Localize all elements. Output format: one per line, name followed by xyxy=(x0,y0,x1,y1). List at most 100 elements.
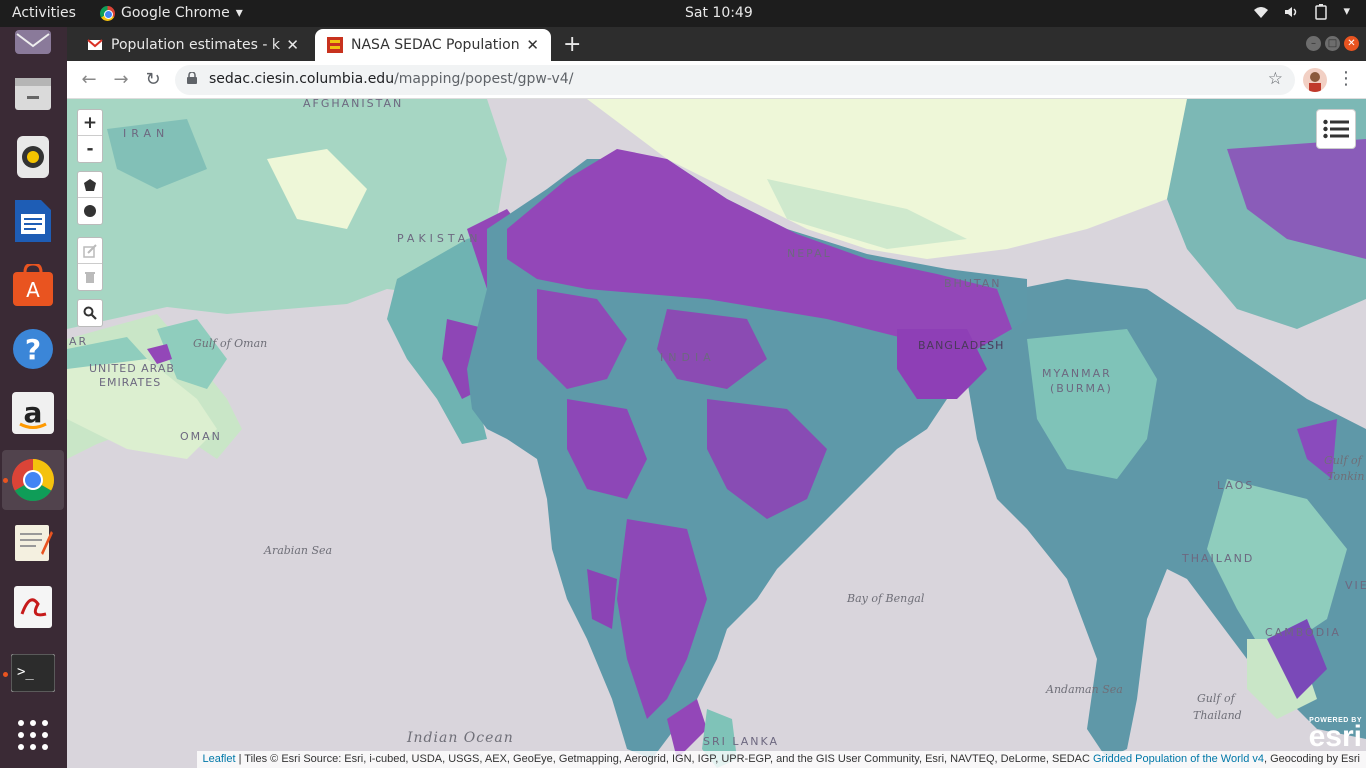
chrome-window: Population estimates - ka ✕ NASA SEDAC P… xyxy=(67,27,1366,768)
svg-text:>_: >_ xyxy=(17,664,34,680)
country-label-iran: IRAN xyxy=(123,127,170,140)
dock-document-viewer-icon[interactable] xyxy=(11,585,55,629)
map-tiles xyxy=(67,99,1366,768)
dock-software-icon[interactable]: A xyxy=(11,263,55,307)
attribution-tiles-text: | Tiles © Esri Source: Esri, i-cubed, US… xyxy=(235,753,1093,765)
app-menu[interactable]: Google Chrome ▾ xyxy=(100,5,243,21)
dock-chrome-icon[interactable] xyxy=(11,458,55,502)
clock[interactable]: Sat 10:49 xyxy=(685,5,753,21)
delete-layers-icon[interactable] xyxy=(78,264,102,290)
edit-toolbar xyxy=(77,237,103,291)
country-label-qatar: AR xyxy=(69,335,89,348)
sea-label-andaman-sea: Andaman Sea xyxy=(1046,683,1123,696)
esri-logo: POWERED BY esri xyxy=(1308,717,1362,753)
new-tab-button[interactable]: + xyxy=(563,32,582,57)
profile-avatar[interactable] xyxy=(1303,68,1327,92)
country-label-uae-1: UNITED ARAB xyxy=(89,362,175,375)
gmail-icon xyxy=(87,39,103,50)
dock-files-icon[interactable] xyxy=(11,72,55,116)
gpw-link[interactable]: Gridded Population of the World v4 xyxy=(1092,753,1264,765)
country-label-bhutan: BHUTAN xyxy=(944,277,1002,290)
back-button[interactable]: ← xyxy=(81,69,97,90)
country-label-bangladesh: BANGLADESH xyxy=(918,339,1005,352)
country-label-laos: LAOS xyxy=(1217,479,1255,492)
maximize-button[interactable]: □ xyxy=(1325,36,1340,51)
activities-button[interactable]: Activities xyxy=(12,5,76,21)
dock-mail-icon[interactable] xyxy=(11,23,55,67)
reload-button[interactable]: ↻ xyxy=(145,69,161,90)
country-label-thailand: THAILAND xyxy=(1182,552,1255,565)
dock-writer-icon[interactable] xyxy=(11,199,55,243)
country-label-pakistan: PAKISTAN xyxy=(397,232,482,245)
sea-label-gulf-of-oman: Gulf of Oman xyxy=(193,337,268,350)
dock-amazon-icon[interactable]: a xyxy=(11,391,55,435)
country-label-burma: (BURMA) xyxy=(1050,382,1113,395)
country-label-oman: OMAN xyxy=(180,430,222,443)
chevron-down-icon: ▾ xyxy=(235,5,243,21)
svg-text:a: a xyxy=(24,396,43,429)
sedac-favicon-icon xyxy=(327,37,343,53)
country-label-nepal: NEPAL xyxy=(787,247,832,260)
dock-running-indicator-terminal xyxy=(3,672,8,677)
bookmark-star-icon[interactable]: ☆ xyxy=(1267,69,1283,89)
tab-close-icon[interactable]: ✕ xyxy=(526,36,539,54)
leaflet-link[interactable]: Leaflet xyxy=(202,753,236,765)
dock-gedit-icon[interactable] xyxy=(11,521,55,565)
svg-text:A: A xyxy=(26,278,40,302)
draw-circle-icon[interactable] xyxy=(78,198,102,224)
zoom-out-button[interactable]: - xyxy=(86,139,94,159)
minimize-button[interactable]: – xyxy=(1306,36,1321,51)
sea-label-indian-ocean: Indian Ocean xyxy=(407,730,514,746)
search-control xyxy=(77,299,103,327)
country-label-uae-2: EMIRATES xyxy=(99,376,162,389)
ubuntu-dock: A ? a >_ xyxy=(0,27,67,768)
wifi-icon xyxy=(1254,7,1269,18)
sea-label-gulf-of-tonkin-2: Tonkin xyxy=(1327,470,1365,483)
country-label-vietnam: VIET xyxy=(1345,579,1366,592)
country-label-afghanistan: AFGHANISTAN xyxy=(303,99,404,110)
power-menu-chevron-icon: ▾ xyxy=(1343,4,1350,19)
zoom-in-button[interactable]: + xyxy=(78,110,102,136)
sea-label-bay-of-bengal: Bay of Bengal xyxy=(847,592,925,605)
map-attribution: Leaflet | Tiles © Esri Source: Esri, i-c… xyxy=(196,751,1366,768)
edit-layers-icon[interactable] xyxy=(78,238,102,264)
url-path: /mapping/popest/gpw-v4/ xyxy=(394,71,574,87)
chrome-menu-icon[interactable]: ⋮ xyxy=(1337,68,1355,89)
tab-population-estimates[interactable]: Population estimates - ka ✕ xyxy=(75,29,311,61)
layers-list-button[interactable] xyxy=(1316,109,1356,149)
forward-button[interactable]: → xyxy=(113,69,129,90)
tab-nasa-sedac[interactable]: NASA SEDAC Population E ✕ xyxy=(315,29,551,61)
system-tray[interactable]: ▾ xyxy=(1253,4,1350,20)
esri-powered-by: POWERED BY xyxy=(1309,717,1362,724)
dock-rhythmbox-icon[interactable] xyxy=(11,135,55,179)
sea-label-gulf-of-thailand-1: Gulf of xyxy=(1197,692,1235,705)
app-menu-label: Google Chrome xyxy=(121,5,230,21)
draw-toolbar xyxy=(77,171,103,225)
draw-polygon-icon[interactable] xyxy=(78,172,102,198)
esri-wordmark: esri xyxy=(1308,720,1362,753)
dock-help-icon[interactable]: ? xyxy=(11,327,55,371)
tab-close-icon[interactable]: ✕ xyxy=(286,36,299,54)
close-window-button[interactable]: ✕ xyxy=(1344,36,1359,51)
show-applications-grid-icon[interactable] xyxy=(11,713,55,757)
list-icon xyxy=(1323,119,1349,139)
population-map[interactable]: AFGHANISTAN IRAN PAKISTAN NEPAL BHUTAN B… xyxy=(67,99,1366,768)
sea-label-gulf-of-thailand-2: Thailand xyxy=(1193,709,1242,722)
battery-icon xyxy=(1315,4,1328,20)
browser-toolbar: ← → ↻ sedac.ciesin.columbia.edu/mapping/… xyxy=(67,61,1366,99)
sea-label-gulf-of-tonkin-1: Gulf of xyxy=(1324,454,1362,467)
attribution-geocoding-text: , Geocoding by Esri xyxy=(1264,753,1360,765)
dock-running-indicator xyxy=(3,478,8,483)
svg-text:?: ? xyxy=(25,333,41,366)
country-label-sri-lanka: SRI LANKA xyxy=(703,735,780,748)
volume-icon xyxy=(1285,7,1297,17)
system-top-bar: Activities Google Chrome ▾ Sat 10:49 ▾ xyxy=(0,0,1366,27)
zoom-control: + - xyxy=(77,109,103,163)
sea-label-arabian-sea: Arabian Sea xyxy=(264,544,333,557)
tab-title: Population estimates - ka xyxy=(111,37,281,53)
address-bar[interactable]: sedac.ciesin.columbia.edu/mapping/popest… xyxy=(175,65,1295,95)
chrome-icon xyxy=(100,5,115,21)
dock-terminal-icon[interactable]: >_ xyxy=(11,651,55,695)
search-icon[interactable] xyxy=(78,300,102,326)
country-label-cambodia: CAMBODIA xyxy=(1265,626,1341,639)
